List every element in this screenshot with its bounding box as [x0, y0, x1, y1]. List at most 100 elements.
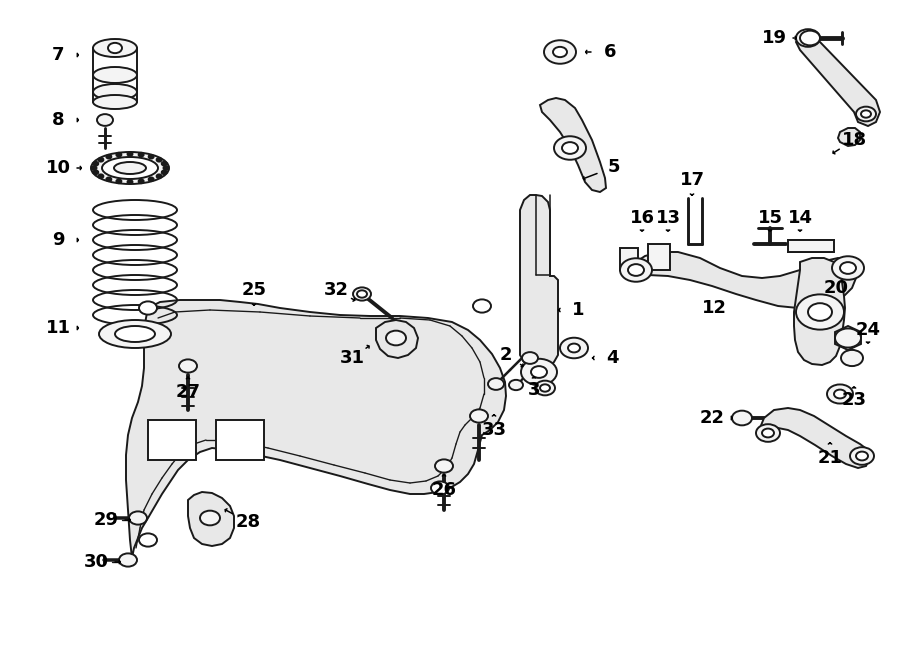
Circle shape — [386, 330, 406, 345]
Text: 20: 20 — [824, 279, 849, 297]
Circle shape — [148, 178, 154, 181]
Circle shape — [128, 180, 132, 184]
Circle shape — [164, 166, 168, 170]
Polygon shape — [520, 195, 558, 372]
Circle shape — [800, 30, 820, 46]
Circle shape — [157, 175, 162, 178]
Text: 30: 30 — [84, 553, 109, 571]
Text: 21: 21 — [817, 449, 842, 467]
Circle shape — [139, 533, 157, 547]
Bar — [620, 248, 638, 270]
Text: 2: 2 — [500, 346, 512, 364]
Circle shape — [861, 110, 871, 118]
Circle shape — [796, 29, 820, 47]
Circle shape — [827, 385, 853, 404]
Text: 14: 14 — [788, 209, 813, 227]
Circle shape — [509, 380, 523, 390]
Circle shape — [535, 381, 555, 395]
Circle shape — [353, 288, 371, 301]
Circle shape — [470, 409, 488, 422]
Circle shape — [796, 294, 844, 330]
Circle shape — [139, 301, 157, 315]
Circle shape — [841, 350, 863, 366]
Polygon shape — [760, 408, 870, 468]
Circle shape — [473, 299, 491, 313]
Text: 28: 28 — [236, 513, 261, 531]
Circle shape — [119, 553, 137, 566]
Circle shape — [522, 352, 538, 364]
Circle shape — [116, 180, 122, 183]
Circle shape — [94, 171, 98, 174]
Circle shape — [840, 262, 856, 274]
Text: 18: 18 — [842, 131, 867, 149]
Circle shape — [488, 378, 504, 390]
Text: 11: 11 — [46, 319, 70, 337]
Circle shape — [756, 424, 780, 442]
Text: 9: 9 — [52, 231, 64, 249]
Circle shape — [200, 511, 220, 525]
Text: 29: 29 — [94, 511, 119, 529]
Circle shape — [553, 47, 567, 57]
Text: 12: 12 — [701, 299, 726, 317]
Text: 33: 33 — [482, 421, 507, 439]
Circle shape — [357, 290, 367, 297]
Text: 3: 3 — [527, 381, 540, 399]
Text: 4: 4 — [606, 349, 618, 367]
Circle shape — [116, 153, 122, 157]
Ellipse shape — [114, 162, 146, 174]
Ellipse shape — [115, 326, 155, 342]
Polygon shape — [838, 128, 860, 146]
Ellipse shape — [102, 157, 158, 179]
Text: 19: 19 — [761, 29, 787, 47]
Circle shape — [544, 40, 576, 63]
Circle shape — [92, 166, 96, 170]
Polygon shape — [188, 492, 234, 546]
Text: 23: 23 — [842, 391, 867, 409]
Text: 5: 5 — [608, 158, 620, 176]
Circle shape — [94, 162, 98, 165]
Polygon shape — [630, 252, 856, 308]
Circle shape — [431, 481, 449, 494]
Polygon shape — [796, 36, 880, 126]
Text: 27: 27 — [176, 383, 201, 401]
Ellipse shape — [93, 84, 137, 100]
Ellipse shape — [91, 152, 169, 184]
Text: 31: 31 — [339, 349, 365, 367]
Circle shape — [531, 366, 547, 378]
Text: 6: 6 — [604, 43, 617, 61]
Circle shape — [808, 303, 832, 321]
Polygon shape — [376, 320, 418, 358]
Circle shape — [850, 447, 874, 465]
Text: 25: 25 — [241, 281, 266, 299]
Circle shape — [157, 158, 162, 161]
Circle shape — [179, 360, 197, 373]
Circle shape — [568, 344, 580, 352]
Circle shape — [106, 155, 112, 159]
Circle shape — [97, 114, 113, 126]
Circle shape — [732, 410, 752, 425]
Circle shape — [139, 180, 144, 183]
Bar — [648, 244, 670, 270]
Text: 15: 15 — [758, 209, 782, 227]
Circle shape — [562, 142, 578, 154]
Text: 22: 22 — [699, 409, 725, 427]
Circle shape — [620, 258, 652, 282]
Circle shape — [540, 384, 550, 392]
Ellipse shape — [99, 320, 171, 348]
Text: 16: 16 — [629, 209, 654, 227]
Circle shape — [162, 162, 166, 165]
Circle shape — [106, 178, 112, 181]
Circle shape — [762, 428, 774, 438]
Circle shape — [435, 459, 453, 473]
Circle shape — [835, 329, 861, 348]
Text: 1: 1 — [572, 301, 584, 319]
Circle shape — [162, 171, 166, 174]
Text: 32: 32 — [323, 281, 348, 299]
Text: 17: 17 — [680, 171, 705, 189]
Text: 24: 24 — [856, 321, 880, 339]
Polygon shape — [540, 98, 606, 192]
Polygon shape — [148, 420, 196, 460]
Circle shape — [129, 512, 147, 525]
Circle shape — [834, 389, 846, 399]
Text: 13: 13 — [655, 209, 680, 227]
